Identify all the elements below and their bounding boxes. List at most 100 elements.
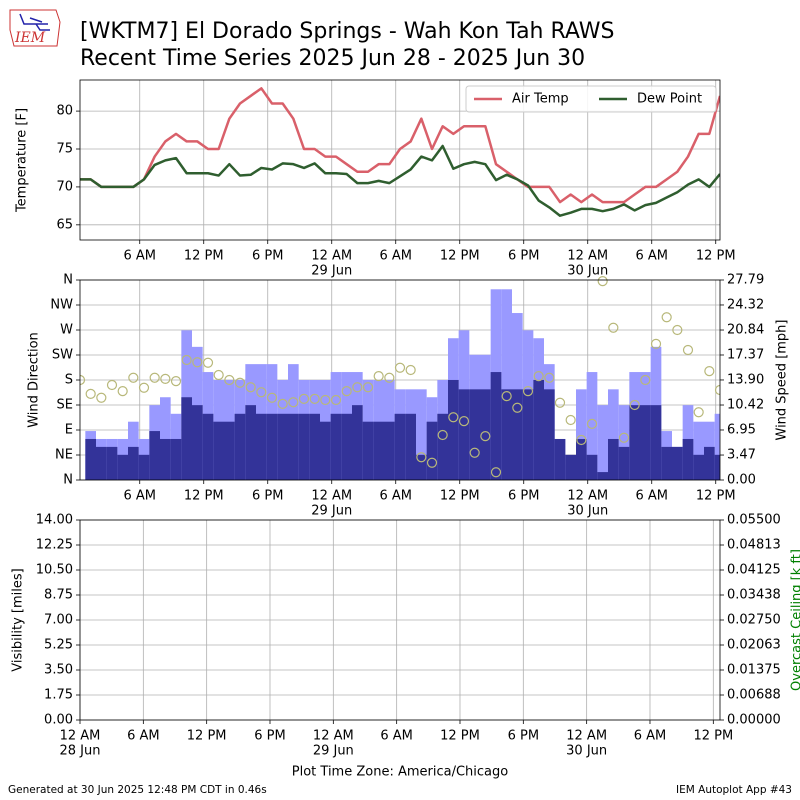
logo: IEM bbox=[9, 9, 61, 47]
x-tick-label: 6 AM bbox=[123, 249, 156, 264]
point bbox=[341, 386, 352, 397]
y2-tick-label: 0.02750 bbox=[727, 613, 781, 628]
x-tick-label: 12 PM bbox=[696, 489, 736, 504]
title-line-2: Recent Time Series 2025 Jun 28 - 2025 Ju… bbox=[80, 46, 585, 71]
x-date-label: 29 Jun bbox=[311, 264, 352, 279]
bar bbox=[522, 389, 534, 480]
y-tick-label: SW bbox=[52, 348, 73, 363]
y2-tick-label: 0.02063 bbox=[727, 638, 781, 653]
bar bbox=[469, 389, 480, 480]
bar bbox=[330, 413, 342, 480]
point bbox=[181, 354, 192, 366]
bar bbox=[586, 454, 598, 480]
point bbox=[192, 357, 203, 368]
y-tick-label: N bbox=[63, 273, 73, 288]
x-tick-label: 12 AM bbox=[567, 489, 608, 504]
bar bbox=[85, 438, 96, 480]
bar bbox=[714, 454, 720, 480]
x-tick-label: 12 AM bbox=[311, 249, 352, 264]
bar bbox=[416, 389, 427, 480]
point bbox=[298, 393, 310, 404]
y-tick-label: SE bbox=[57, 398, 73, 413]
bar bbox=[490, 372, 502, 480]
bar bbox=[309, 413, 320, 480]
point bbox=[522, 386, 534, 397]
point bbox=[576, 434, 587, 446]
y-axis-label: Wind Direction bbox=[27, 332, 42, 428]
point bbox=[213, 369, 224, 381]
bar bbox=[650, 405, 662, 480]
point bbox=[544, 372, 555, 383]
x-tick-label: 12 AM bbox=[60, 729, 101, 744]
y-tick-label: 8.75 bbox=[44, 588, 73, 603]
x-tick-label: 12 PM bbox=[693, 729, 733, 744]
x-tick-label: 12 AM bbox=[567, 249, 608, 264]
point bbox=[277, 398, 288, 409]
x-tick-label: 12 AM bbox=[311, 489, 352, 504]
point bbox=[672, 324, 683, 336]
x-tick-label: 12 PM bbox=[440, 249, 480, 264]
y2-tick-label: 0.05500 bbox=[727, 513, 781, 528]
point bbox=[597, 276, 608, 287]
bar bbox=[661, 446, 672, 480]
x-tick-label: 6 PM bbox=[254, 729, 285, 744]
x-tick-label: 12 PM bbox=[184, 249, 224, 264]
x-tick-label: 6 PM bbox=[508, 489, 539, 504]
x-tick-label: 6 AM bbox=[635, 489, 668, 504]
point bbox=[224, 374, 235, 386]
bar bbox=[629, 405, 640, 480]
x-tick-label: 6 AM bbox=[634, 729, 667, 744]
bar bbox=[405, 413, 416, 480]
y2-tick-label: 0.04813 bbox=[727, 538, 781, 553]
point bbox=[384, 372, 395, 383]
y-tick-label: 12.25 bbox=[36, 538, 73, 553]
x-tick-label: 12 PM bbox=[187, 729, 227, 744]
bar bbox=[170, 438, 182, 480]
bar bbox=[704, 446, 715, 480]
y2-tick-label: 0.00688 bbox=[727, 688, 781, 703]
y2-tick-label: 6.95 bbox=[727, 422, 756, 437]
bar bbox=[544, 389, 555, 480]
point bbox=[320, 394, 331, 406]
y-tick-label: 7.00 bbox=[44, 613, 73, 628]
point bbox=[661, 312, 672, 323]
y2-tick-label: 24.32 bbox=[727, 297, 764, 312]
point bbox=[138, 382, 150, 393]
bar bbox=[682, 438, 694, 480]
y2-tick-label: 0.04125 bbox=[727, 563, 781, 578]
point bbox=[704, 366, 715, 377]
legend-label: Dew Point bbox=[637, 92, 702, 107]
point bbox=[586, 418, 598, 429]
bar bbox=[394, 413, 406, 480]
footer-right: IEM Autoplot App #43 bbox=[676, 784, 792, 796]
x-date-label: 30 Jun bbox=[567, 264, 608, 279]
bar bbox=[373, 421, 384, 480]
point bbox=[80, 374, 86, 386]
point bbox=[309, 393, 320, 404]
point bbox=[160, 373, 171, 384]
y2-tick-label: 27.79 bbox=[727, 273, 764, 288]
x-tick-label: 6 AM bbox=[379, 489, 412, 504]
y-tick-label: NW bbox=[50, 298, 73, 313]
bar bbox=[693, 421, 704, 480]
x-date-label: 29 Jun bbox=[313, 744, 354, 759]
bar bbox=[202, 413, 214, 480]
x-tick-label: 12 PM bbox=[440, 489, 480, 504]
logo-lines bbox=[19, 13, 50, 31]
point bbox=[85, 388, 96, 399]
bar bbox=[352, 405, 363, 480]
point bbox=[106, 379, 118, 391]
y2-axis-label: Overcast Ceiling [k ft] bbox=[790, 549, 800, 691]
plot-frame bbox=[79, 79, 721, 241]
y2-tick-label: 10.42 bbox=[727, 398, 764, 413]
bar bbox=[266, 413, 278, 480]
y-axis-label: Visibility [miles] bbox=[11, 568, 26, 671]
bar bbox=[501, 289, 512, 480]
y2-tick-label: 3.47 bbox=[727, 448, 756, 463]
x-tick-label: 12 PM bbox=[440, 729, 480, 744]
y-tick-label: E bbox=[65, 423, 73, 438]
point bbox=[533, 371, 544, 382]
bar bbox=[480, 389, 491, 480]
bar bbox=[458, 389, 470, 480]
plot-frame bbox=[79, 519, 721, 721]
